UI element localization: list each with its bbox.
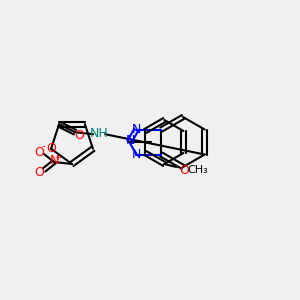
Text: O: O bbox=[74, 129, 84, 142]
Text: N: N bbox=[132, 148, 141, 161]
Text: N: N bbox=[49, 154, 59, 167]
Text: O: O bbox=[46, 142, 56, 155]
Text: CH₃: CH₃ bbox=[187, 165, 208, 175]
Text: N: N bbox=[126, 134, 135, 148]
Text: O: O bbox=[179, 164, 189, 176]
Text: N: N bbox=[132, 123, 141, 136]
Text: O: O bbox=[34, 166, 44, 178]
Text: O: O bbox=[34, 146, 44, 158]
Text: +: + bbox=[55, 152, 62, 161]
Text: -: - bbox=[41, 141, 45, 151]
Text: NH: NH bbox=[90, 127, 108, 140]
